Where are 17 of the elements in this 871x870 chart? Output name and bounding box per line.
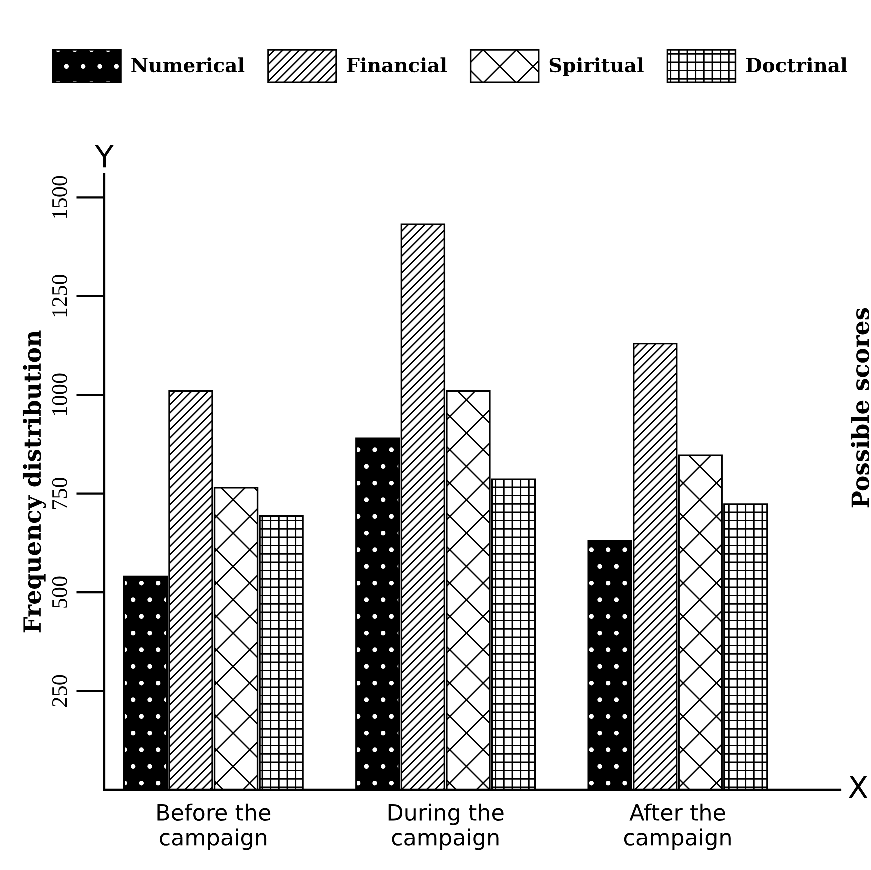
y-tick-label: 1000 [52, 374, 68, 416]
x-tick-label: During the campaign [388, 804, 504, 850]
legend-label: Doctrinal [746, 58, 848, 73]
y-tick-label: 1250 [52, 275, 68, 317]
y-tick-label: 500 [52, 576, 68, 608]
y-tick-label: 1500 [52, 176, 68, 218]
x-tick-label: Before the campaign [158, 804, 271, 850]
legend-label: Financial [347, 58, 447, 73]
x-tick-label: After the campaign [624, 804, 731, 850]
legend-label: Spiritual [550, 58, 644, 76]
y-tick-label: 250 [52, 675, 68, 707]
text: Y [95, 145, 114, 168]
text: Possible scores [851, 308, 870, 508]
y-axis-title: Frequency distribution [22, 330, 46, 633]
y-tick-label: 750 [52, 478, 68, 510]
text: X [848, 776, 868, 798]
legend-label: Numerical [132, 58, 245, 73]
